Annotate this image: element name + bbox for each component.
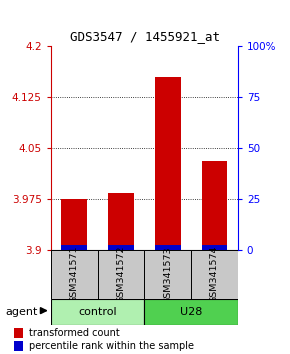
Bar — [202, 161, 227, 250]
Bar — [202, 246, 227, 250]
Bar — [108, 193, 134, 250]
Text: GSM341574: GSM341574 — [210, 246, 219, 303]
Bar — [155, 246, 180, 250]
Bar — [61, 246, 87, 250]
Bar — [51, 299, 144, 325]
Text: GSM341571: GSM341571 — [70, 246, 79, 303]
Text: agent: agent — [6, 307, 38, 317]
Bar — [155, 76, 180, 250]
Bar — [144, 299, 238, 325]
Text: transformed count: transformed count — [29, 328, 119, 338]
Bar — [191, 250, 238, 299]
Text: percentile rank within the sample: percentile rank within the sample — [29, 341, 194, 351]
Text: GSM341573: GSM341573 — [163, 246, 172, 303]
Bar — [144, 250, 191, 299]
Text: control: control — [78, 307, 117, 317]
Text: U28: U28 — [180, 307, 202, 317]
Bar — [61, 199, 87, 250]
Bar — [108, 246, 134, 250]
Bar — [14, 342, 23, 351]
Text: GDS3547 / 1455921_at: GDS3547 / 1455921_at — [70, 30, 220, 43]
Bar — [51, 250, 97, 299]
Bar — [97, 250, 144, 299]
Text: GSM341572: GSM341572 — [116, 246, 125, 303]
Bar — [14, 328, 23, 338]
